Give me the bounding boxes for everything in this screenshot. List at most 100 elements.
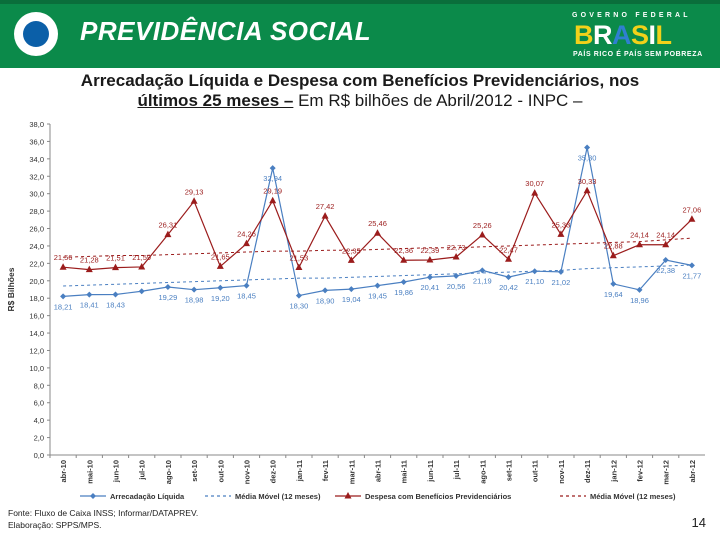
data-label: 21,02	[552, 278, 571, 287]
y-tick-label: 18,0	[29, 294, 44, 303]
data-point-arrecadacao	[269, 165, 276, 172]
data-point-despesa	[295, 263, 303, 270]
x-tick-label: ago-10	[164, 460, 173, 484]
y-tick-label: 24,0	[29, 242, 44, 251]
x-tick-label: jun-10	[112, 460, 121, 483]
data-label: 18,41	[80, 301, 99, 310]
data-point-despesa	[190, 197, 198, 204]
data-label: 22,73	[447, 243, 466, 252]
y-tick-label: 0,0	[34, 451, 44, 460]
data-point-despesa	[59, 263, 67, 270]
x-tick-label: out-11	[531, 460, 540, 482]
data-point-arrecadacao	[610, 280, 617, 287]
x-tick-label: mar-12	[662, 460, 671, 485]
data-label: 26,31	[159, 221, 178, 230]
data-point-despesa	[216, 262, 224, 269]
data-label: 24,26	[237, 230, 256, 239]
data-point-despesa	[374, 229, 381, 236]
data-label: 35,30	[578, 154, 597, 163]
data-label: 19,20	[211, 294, 230, 303]
data-point-arrecadacao	[531, 268, 538, 275]
data-label: 24,14	[630, 231, 649, 240]
data-label: 18,21	[54, 302, 73, 311]
data-point-arrecadacao	[217, 284, 224, 291]
title-line2-rest: Em R$ bilhões de Abril/2012 - INPC –	[293, 91, 583, 110]
government-motto: PAÍS RICO É PAÍS SEM POBREZA	[573, 51, 703, 58]
data-label: 27,06	[683, 205, 702, 214]
line-chart: 0,0 2,0 4,0 6,0 8,0 10,0 12,0 14,0 16,0 18,0 20,0 2…	[6, 120, 705, 501]
title-line2-bold: últimos 25 meses –	[137, 91, 294, 110]
data-point-despesa	[112, 263, 119, 271]
x-tick-label: abr-12	[688, 460, 697, 483]
x-tick-label: fev-11	[321, 460, 330, 481]
data-point-arrecadacao	[243, 282, 250, 289]
data-label: 20,56	[447, 282, 466, 291]
data-label: 32,94	[263, 174, 282, 183]
x-tick-label: jan-11	[295, 460, 304, 482]
data-point-arrecadacao	[348, 286, 355, 293]
data-point-arrecadacao	[164, 283, 171, 290]
data-point-arrecadacao	[86, 291, 93, 298]
data-point-despesa	[321, 212, 329, 219]
x-tick-label: set-10	[190, 460, 199, 482]
data-point-arrecadacao	[662, 257, 669, 264]
footer-elaboracao: Elaboração: SPPS/MPS.	[8, 520, 102, 530]
data-label: 21,65	[211, 252, 230, 261]
data-point-arrecadacao	[191, 286, 198, 293]
y-tick-label: 8,0	[34, 381, 44, 390]
data-point-arrecadacao	[479, 267, 486, 274]
y-tick-label: 28,0	[29, 207, 44, 216]
data-point-despesa	[452, 253, 460, 260]
legend-marker	[90, 493, 96, 499]
x-tick-label: abr-10	[59, 460, 68, 483]
y-tick-label: 34,0	[29, 155, 44, 164]
data-label: 21,28	[80, 256, 99, 265]
data-label: 22,88	[604, 242, 623, 251]
data-point-despesa	[138, 262, 146, 270]
data-label: 18,96	[630, 296, 649, 305]
title-line1: Arrecadação Líquida e Despesa com Benefí…	[80, 71, 640, 90]
x-tick-label: jun-11	[426, 460, 435, 483]
x-tick-label: ago-11	[478, 460, 487, 484]
data-label: 29,19	[263, 187, 282, 196]
data-label: 19,45	[368, 292, 387, 301]
data-label: 19,04	[342, 295, 361, 304]
series-line	[63, 237, 692, 258]
data-label: 24,14	[656, 231, 675, 240]
data-point-arrecadacao	[557, 268, 564, 275]
header-banner: PREVIDÊNCIA SOCIAL GOVERNO FEDERAL BRASI…	[0, 0, 720, 68]
data-point-despesa	[531, 189, 539, 196]
data-label: 21,51	[106, 254, 125, 263]
data-point-despesa	[688, 215, 696, 222]
data-label: 22,39	[421, 246, 440, 255]
data-label: 21,77	[683, 271, 702, 280]
data-label: 29,13	[185, 187, 204, 196]
legend-label: Despesa com Benefícios Previdenciários	[365, 492, 511, 501]
y-tick-label: 14,0	[29, 329, 44, 338]
data-point-despesa	[243, 239, 250, 247]
data-point-arrecadacao	[112, 291, 119, 298]
series-line	[63, 264, 692, 287]
x-tick-label: jan-12	[609, 460, 618, 483]
data-label: 22,36	[394, 246, 413, 255]
chart-title: Arrecadação Líquida e Despesa com Benefí…	[0, 71, 720, 111]
x-tick-label: mai-10	[85, 460, 94, 484]
x-tick-label: nov-10	[243, 460, 252, 484]
data-label: 21,59	[132, 253, 151, 262]
footer-source: Fonte: Fluxo de Caixa INSS; Informar/DAT…	[8, 507, 198, 531]
legend-label: Média Móvel (12 meses)	[235, 492, 321, 501]
y-tick-label: 36,0	[29, 137, 44, 146]
data-point-arrecadacao	[374, 282, 381, 289]
x-tick-label: mai-11	[400, 460, 409, 483]
data-label: 30,07	[525, 179, 544, 188]
data-label: 19,29	[159, 293, 178, 302]
x-tick-label: out-10	[216, 460, 225, 483]
data-point-despesa	[85, 265, 93, 273]
data-point-despesa	[478, 230, 486, 238]
data-point-arrecadacao	[322, 287, 329, 294]
data-label: 18,30	[290, 302, 309, 311]
data-point-despesa	[347, 256, 355, 263]
x-tick-label: dez-11	[583, 460, 592, 483]
legend-marker	[344, 492, 352, 499]
brasil-logo: BRASIL	[574, 20, 672, 50]
